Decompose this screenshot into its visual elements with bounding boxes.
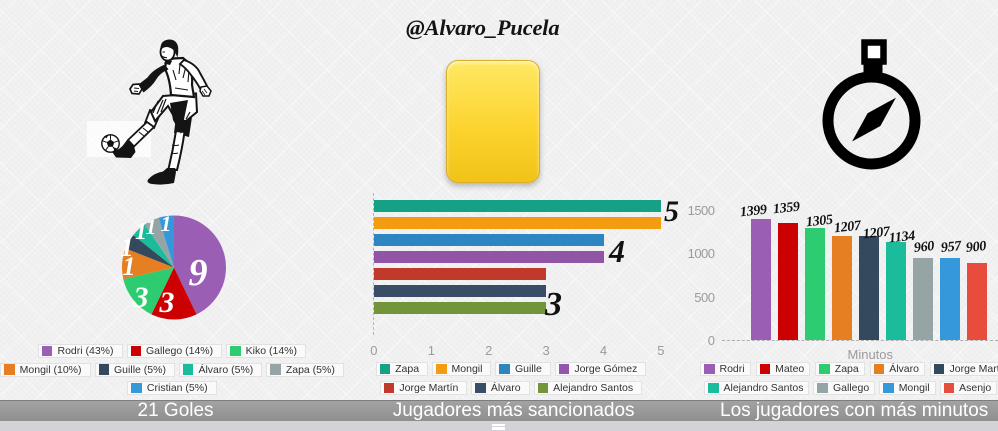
- svg-text:1: 1: [123, 252, 136, 281]
- svg-text:1: 1: [121, 233, 134, 262]
- svg-text:3: 3: [133, 281, 149, 314]
- svg-text:9: 9: [189, 252, 208, 294]
- svg-text:3: 3: [159, 286, 175, 319]
- svg-text:1: 1: [161, 211, 172, 236]
- svg-text:1: 1: [135, 219, 147, 245]
- svg-text:1: 1: [146, 215, 157, 239]
